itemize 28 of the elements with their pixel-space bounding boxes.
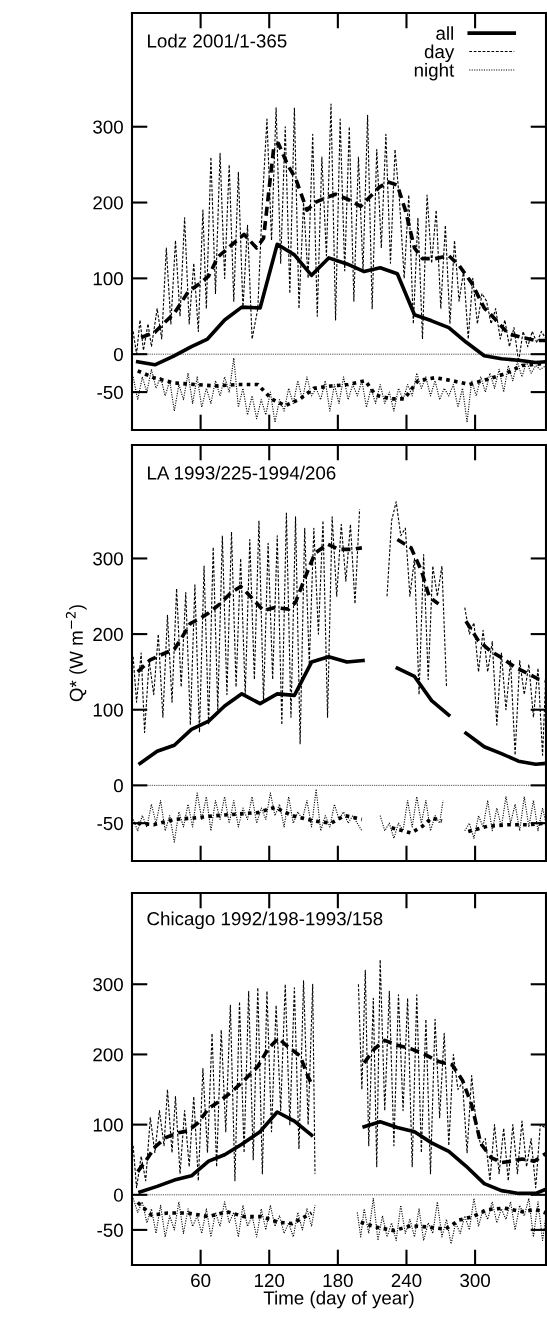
text: Lodz 2001/1-365	[148, 33, 287, 48]
x-tick-label: 120	[255, 1273, 285, 1288]
y-tick-label: 300	[93, 977, 123, 992]
y-tick-label: 300	[93, 120, 123, 134]
legend-label: all	[436, 26, 453, 40]
y-tick-label: -50	[97, 385, 123, 400]
y-tick-label: 0	[113, 779, 123, 793]
legend-label: day	[424, 44, 455, 63]
legend-label: night	[414, 62, 455, 81]
x-tick-label: 300	[460, 1273, 490, 1288]
y-tick-label: 100	[93, 1118, 123, 1132]
text: Chicago 1992/198-1993/158	[147, 911, 383, 930]
y-tick-label: 0	[113, 1188, 123, 1202]
x-tick-label: 60	[191, 1273, 211, 1288]
y-tick-label: 100	[93, 703, 123, 717]
y-tick-label: 100	[93, 272, 123, 286]
y-tick-label: 0	[113, 347, 123, 362]
x-tick-label: 180	[323, 1273, 353, 1288]
y-tick-label: 200	[93, 627, 123, 642]
y-tick-label: -50	[97, 1223, 123, 1237]
x-axis-title: Time (day of year)	[263, 1290, 414, 1309]
x-tick-label: 240	[391, 1273, 422, 1288]
y-tick-label: 200	[93, 196, 123, 210]
y-tick-label: 200	[93, 1048, 123, 1062]
text: LA 1993/225-1994/206	[148, 465, 336, 480]
y-tick-label: 300	[93, 552, 123, 566]
y-tick-label: -50	[97, 816, 123, 831]
y-axis-title: Q* (W m$^{−2}$)	[65, 605, 87, 702]
